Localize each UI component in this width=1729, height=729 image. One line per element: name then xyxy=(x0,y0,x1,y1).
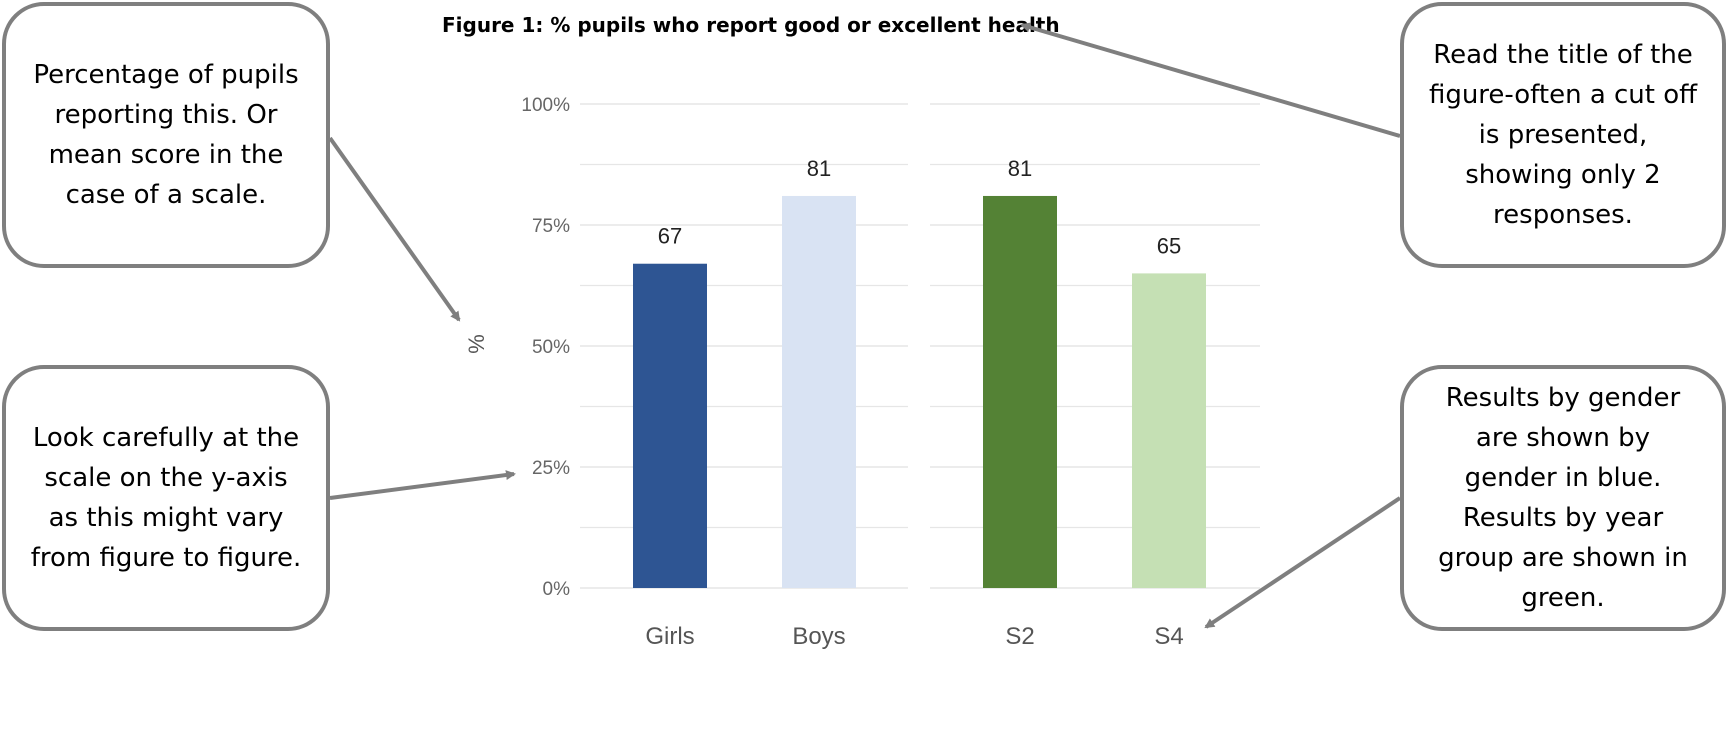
callout-figure-title-text: Read the title of the figure-often a cut… xyxy=(1428,40,1698,230)
bar-s4 xyxy=(1132,273,1206,588)
y-tick-label: 50% xyxy=(532,337,570,358)
y-tick-label: 75% xyxy=(532,216,570,237)
callout-y-axis-meaning-text: Percentage of pupils reporting this. Or … xyxy=(33,60,299,210)
arrow-to-s4-bar xyxy=(1204,496,1402,629)
bar-value-label: 65 xyxy=(1157,233,1181,258)
callout-y-axis-scale-text: Look carefully at the scale on the y-axi… xyxy=(30,423,302,573)
callout-figure-title: Read the title of the figure-often a cut… xyxy=(1400,2,1726,268)
bar-girls xyxy=(633,263,707,588)
category-label-s4: S4 xyxy=(1154,623,1183,650)
bar-labels: 67 81 81 65 xyxy=(658,156,1181,258)
category-label-boys: Boys xyxy=(792,623,845,650)
callout-arrows xyxy=(328,22,1402,629)
bars xyxy=(633,195,1206,588)
category-labels: Girls Boys S2 S4 xyxy=(645,623,1183,650)
y-tick-label: 0% xyxy=(543,579,571,600)
callout-color-legend: Results by gender are shown by gender in… xyxy=(1400,365,1726,631)
arrow-to-y-axis-label xyxy=(328,136,461,322)
figure-title: Figure 1: % pupils who report good or ex… xyxy=(442,13,1060,37)
callout-color-legend-text: Results by gender are shown by gender in… xyxy=(1438,383,1688,613)
arrow-to-figure-title xyxy=(1020,22,1401,138)
y-tick-label: 25% xyxy=(532,458,570,479)
category-label-s2: S2 xyxy=(1005,623,1034,650)
bar-boys xyxy=(782,195,856,588)
bar-value-label: 67 xyxy=(658,224,682,249)
bar-value-label: 81 xyxy=(807,156,831,181)
arrow-to-y-axis-scale xyxy=(329,470,516,500)
y-axis-ticks: 0% 25% 50% 75% 100% xyxy=(521,95,570,600)
y-axis-label: % xyxy=(464,334,489,354)
callout-y-axis-meaning: Percentage of pupils reporting this. Or … xyxy=(2,2,330,268)
callout-y-axis-scale: Look carefully at the scale on the y-axi… xyxy=(2,365,330,631)
bar-value-label: 81 xyxy=(1008,156,1032,181)
category-label-girls: Girls xyxy=(645,623,694,650)
bar-s2 xyxy=(983,195,1057,588)
y-tick-label: 100% xyxy=(521,95,570,116)
